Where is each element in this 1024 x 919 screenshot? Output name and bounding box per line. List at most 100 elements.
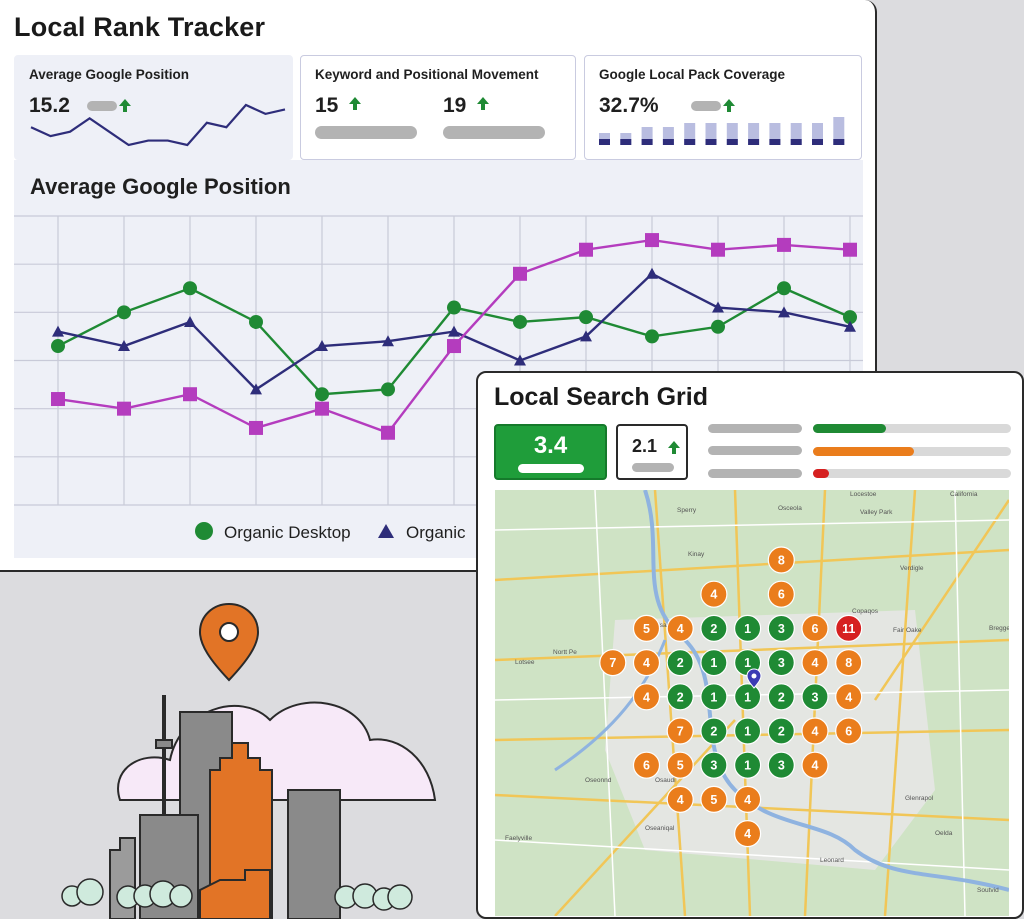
coverage-bar-base: [812, 139, 823, 145]
up-arrow-icon: [349, 97, 361, 110]
rank-marker-label: 1: [710, 656, 717, 670]
kpi-local-pack-coverage[interactable]: Google Local Pack Coverage 32.7%: [584, 55, 862, 160]
rank-marker-label: 4: [744, 827, 751, 841]
data-point: [381, 425, 395, 440]
coverage-bar: [748, 123, 760, 145]
coverage-bar: [726, 123, 738, 145]
data-point: [843, 310, 857, 325]
rank-marker-label: 1: [744, 622, 751, 636]
coverage-bar: [641, 127, 653, 145]
rank-marker: [801, 751, 829, 779]
kpi-label: Keyword and Positional Movement: [315, 67, 539, 82]
data-point: [382, 335, 394, 347]
rank-marker: [666, 751, 694, 779]
local-search-map[interactable]: Locestoe California Valley Park Sperry Osceo…: [495, 490, 1009, 916]
building-orange-front: [199, 869, 271, 919]
rank-marker: [734, 785, 762, 813]
data-point: [315, 401, 329, 416]
map-place-label: Faelyville: [505, 835, 532, 842]
rank-marker-label: 4: [744, 793, 751, 807]
rank-marker-label: 3: [778, 622, 785, 636]
data-point: [513, 266, 527, 281]
rank-marker-label: 2: [710, 622, 717, 636]
kpi-value-second: 19: [443, 94, 467, 117]
data-point: [579, 310, 593, 325]
rank-marker: [801, 614, 829, 642]
legend-fill: [813, 446, 914, 456]
rank-marker: [734, 751, 762, 779]
map-place-label: Sperry: [677, 507, 697, 514]
movement-bar: [315, 126, 417, 139]
rank-change-value: 2.1: [632, 436, 658, 456]
coverage-bar-base: [790, 139, 802, 145]
data-point: [579, 242, 593, 257]
trend-pill: [691, 101, 721, 111]
legend-label-bar: [708, 446, 802, 455]
data-point: [249, 420, 263, 435]
data-point: [118, 340, 130, 352]
coverage-bar-base: [833, 139, 845, 145]
data-point: [117, 401, 131, 416]
rank-marker: [767, 580, 795, 608]
legend-track: [813, 469, 1011, 478]
coverage-bar: [684, 123, 696, 145]
rank-marker: [700, 580, 728, 608]
legend-fill: [813, 424, 887, 433]
data-point: [778, 306, 790, 318]
legend-label: Organic Desktop: [224, 523, 351, 542]
map-street: [954, 490, 966, 916]
rank-marker: [767, 614, 795, 642]
average-rank-score[interactable]: 3.4: [494, 424, 607, 480]
rank-marker-label: 4: [677, 622, 684, 636]
map-place-label: Valley Park: [860, 509, 893, 516]
rank-marker: [666, 614, 694, 642]
data-point: [448, 325, 460, 337]
coverage-bar-base: [769, 139, 781, 145]
data-point: [183, 387, 197, 402]
average-rank-value: 3.4: [533, 432, 568, 459]
coverage-bar-base: [641, 139, 653, 145]
coverage-bar-base: [705, 139, 717, 145]
up-arrow-icon: [723, 99, 735, 112]
map-place-label: Oseaniqal: [645, 825, 675, 832]
rank-marker-label: 8: [778, 554, 785, 568]
change-bar: [632, 463, 674, 472]
kpi-label: Google Local Pack Coverage: [599, 67, 786, 82]
data-point: [183, 281, 197, 296]
rank-marker-label: 4: [710, 588, 717, 602]
average-position-chart: Organic Desktop Organic: [14, 215, 863, 542]
kpi-value: 15.2: [29, 94, 70, 117]
sparkline-line: [30, 103, 286, 147]
building-gray-right: [287, 789, 341, 919]
data-point: [315, 387, 329, 402]
coverage-bar: [662, 127, 674, 145]
kpi-average-position[interactable]: Average Google Position 15.2: [14, 55, 293, 160]
rank-marker-label: 2: [677, 690, 684, 704]
data-point: [447, 300, 461, 315]
kpi-keyword-movement[interactable]: Keyword and Positional Movement 15 19: [300, 55, 576, 160]
rank-marker: [835, 614, 863, 642]
rank-marker: [835, 683, 863, 711]
map-road: [873, 499, 1009, 701]
rank-marker: [632, 751, 661, 779]
rank-marker-label: 6: [778, 588, 785, 602]
rank-marker: [700, 785, 728, 813]
rank-marker-label: 5: [710, 793, 717, 807]
rank-marker: [632, 683, 661, 711]
river: [643, 490, 1009, 892]
legend-marker: [195, 522, 213, 540]
map-place-label: Osceola: [778, 505, 802, 512]
rank-marker-label: 2: [710, 725, 717, 739]
rank-marker: [734, 614, 762, 642]
coverage-bar-chart: [599, 117, 845, 145]
rank-marker: [666, 785, 694, 813]
map-place-label: Usaa: [655, 622, 671, 629]
data-point: [777, 237, 791, 252]
rank-marker-label: 7: [677, 725, 684, 739]
kpi-value-first: 15: [315, 94, 339, 117]
map-place-label: Verdigle: [900, 565, 924, 572]
legend-fill: [813, 469, 829, 478]
rank-change-score[interactable]: 2.1: [616, 424, 688, 480]
data-point: [580, 330, 592, 342]
rank-marker: [734, 683, 762, 711]
